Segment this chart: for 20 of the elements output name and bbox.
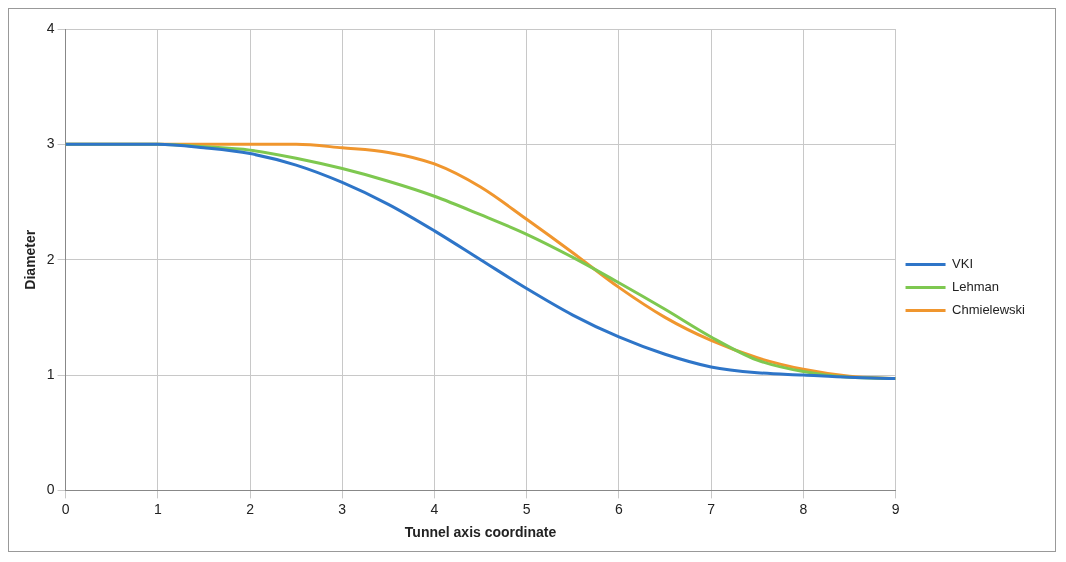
y-tick-label: 4 [46,19,55,36]
legend-label: Chmielewski [952,302,1026,318]
x-tick-label: 5 [522,500,531,517]
x-axis-title: Tunnel axis coordinate [404,524,557,541]
legend-label: Lehman [952,279,1000,295]
x-tick-label: 9 [891,500,900,517]
x-tick-label: 1 [153,500,162,517]
y-tick-label: 3 [46,135,55,152]
x-tick-label: 7 [707,500,716,517]
y-tick-label: 2 [46,250,55,267]
legend-label: VKI [952,256,974,272]
x-tick-label: 0 [61,500,70,517]
x-tick-label: 3 [338,500,347,517]
x-tick-label: 4 [430,500,439,517]
y-axis-title: Diameter [22,229,39,290]
x-tick-label: 2 [246,500,255,517]
y-tick-label: 1 [46,365,55,382]
x-tick-label: 8 [799,500,808,517]
y-tick-label: 0 [46,481,55,498]
x-tick-label: 6 [614,500,623,517]
